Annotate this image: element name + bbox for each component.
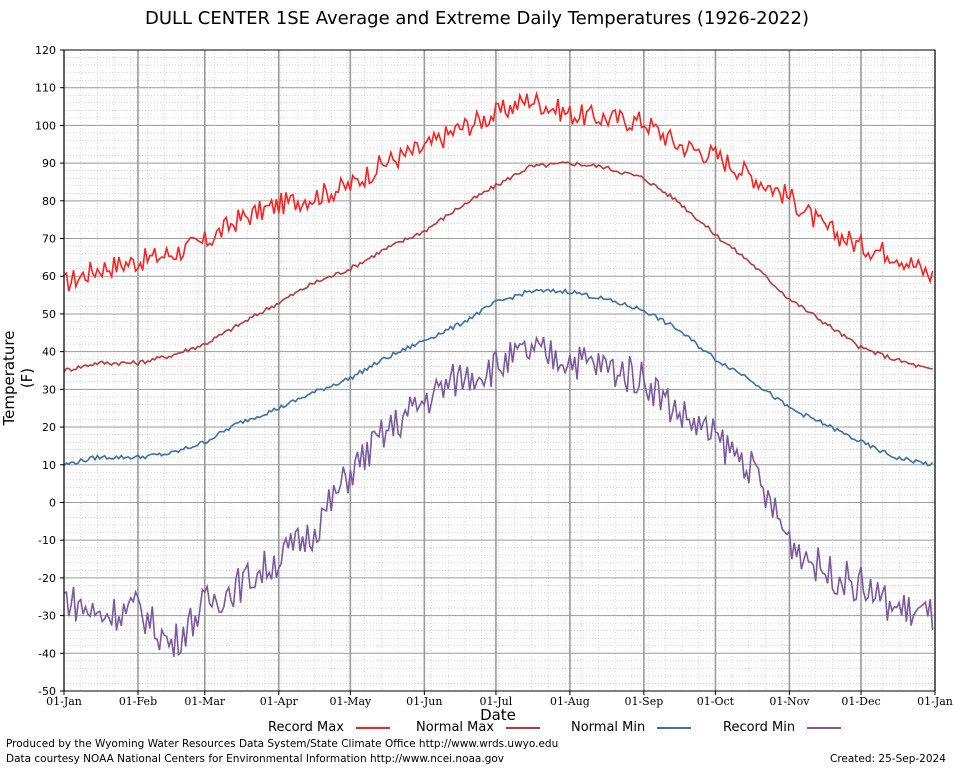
y-tick-label: -20 [38, 572, 56, 585]
chart-title: DULL CENTER 1SE Average and Extreme Dail… [144, 8, 810, 29]
y-tick-label: -40 [38, 647, 56, 660]
y-tick-label: 120 [35, 44, 56, 57]
x-tick-label: 01-Apr [260, 695, 299, 708]
series-line-record-max [63, 90, 934, 292]
y-tick-label: -10 [38, 534, 56, 547]
legend-label-normal-min: Normal Min [571, 720, 646, 735]
series-line-normal-min [63, 288, 934, 467]
x-tick-label: 01-Aug [550, 695, 590, 708]
series-line-record-min [63, 335, 934, 657]
x-axis-label: Date [480, 706, 516, 724]
legend-item-record-min: Record Min [723, 720, 842, 735]
x-tick-label: 01-Mar [184, 695, 226, 708]
x-tick-label: 01-Sep [624, 695, 663, 708]
x-tick-label: 01-Jan [46, 695, 82, 708]
y-axis: 1201101009080706050403020100-10-20-30-40… [35, 44, 64, 698]
x-tick-label: 01-Jan [917, 695, 953, 708]
series-layer [63, 90, 934, 657]
x-tick-label: 01-Jul [480, 695, 513, 708]
legend-label-normal-max: Normal Max [416, 720, 495, 735]
x-tick-label: 01-Oct [697, 695, 735, 708]
legend-swatch-normal-max [506, 726, 541, 729]
y-tick-label: 50 [42, 308, 56, 321]
footer-produced-by: Produced by the Wyoming Water Resources … [6, 738, 559, 750]
y-tick-label: 0 [49, 496, 56, 509]
y-tick-label: 70 [42, 233, 56, 246]
minor-grid [64, 50, 935, 691]
footer-data-courtesy: Data courtesy NOAA National Centers for … [6, 753, 505, 765]
x-tick-label: 01-Nov [769, 695, 810, 708]
y-tick-label: 90 [42, 157, 56, 170]
legend-swatch-record-max [355, 726, 390, 729]
legend-label-record-max: Record Max [268, 720, 344, 735]
legend-item-normal-max: Normal Max [416, 720, 541, 735]
plot-frame [63, 49, 936, 692]
y-tick-label: 60 [42, 270, 56, 283]
legend-item-record-max: Record Max [268, 720, 390, 735]
legend-swatch-record-min [807, 726, 842, 729]
series-line-normal-max [63, 161, 933, 373]
x-tick-label: 01-Dec [841, 695, 880, 708]
x-tick-label: 01-May [329, 695, 372, 708]
y-tick-label: 110 [35, 82, 56, 95]
y-tick-label: 100 [35, 119, 56, 132]
x-tick-label: 01-Feb [119, 695, 157, 708]
legend-label-record-min: Record Min [723, 720, 796, 735]
y-tick-label: 80 [42, 195, 56, 208]
y-tick-label: 40 [42, 346, 56, 359]
x-axis: 01-Jan 01-Feb 01-Mar 01-Apr 01-May 01-Jun 01-J… [46, 691, 953, 708]
y-tick-label: 30 [42, 383, 56, 396]
legend-item-normal-min: Normal Min [571, 720, 692, 735]
y-tick-label: -50 [38, 685, 56, 698]
footer-created: Created: 25-Sep-2024 [830, 753, 946, 765]
y-tick-label: 20 [42, 421, 56, 434]
legend-swatch-normal-min [657, 726, 692, 729]
y-axis-label: Temperature (F) [0, 330, 36, 426]
y-tick-label: 10 [42, 459, 56, 472]
y-tick-label: -30 [38, 610, 56, 623]
x-tick-label: 01-Jun [406, 695, 442, 708]
